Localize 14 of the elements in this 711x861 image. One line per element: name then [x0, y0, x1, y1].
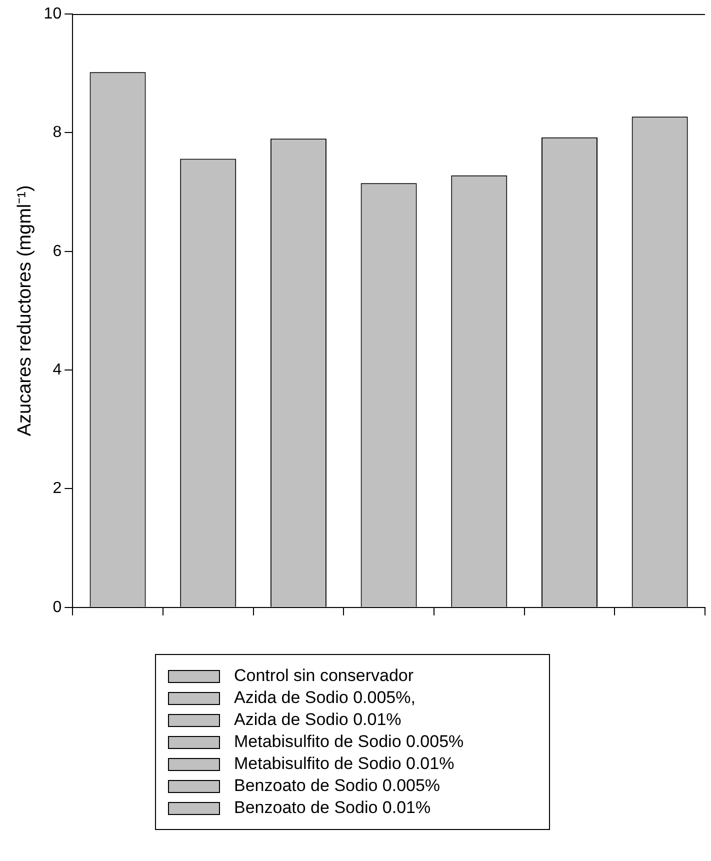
legend-label: Azida de Sodio 0.01%: [234, 710, 402, 730]
y-tick-label: 0: [52, 598, 62, 616]
y-tick-label: 8: [52, 124, 62, 142]
legend-label: Benzoato de Sodio 0.01%: [234, 798, 431, 818]
legend-label: Benzoato de Sodio 0.005%: [234, 776, 440, 796]
y-tick-label: 10: [44, 5, 62, 22]
legend-label: Control sin conservador: [234, 666, 414, 686]
y-tick-label: 2: [52, 480, 62, 498]
legend-label: Metabisulfito de Sodio 0.01%: [234, 754, 454, 774]
y-tick-label: 4: [52, 361, 62, 378]
y-axis-title: Azucares reductores (mgml⁻¹): [14, 185, 36, 436]
legend-label: Azida de Sodio 0.005%,: [234, 688, 416, 708]
legend-label: Metabisulfito de Sodio 0.005%: [234, 732, 464, 752]
y-tick-label: 6: [52, 242, 62, 260]
